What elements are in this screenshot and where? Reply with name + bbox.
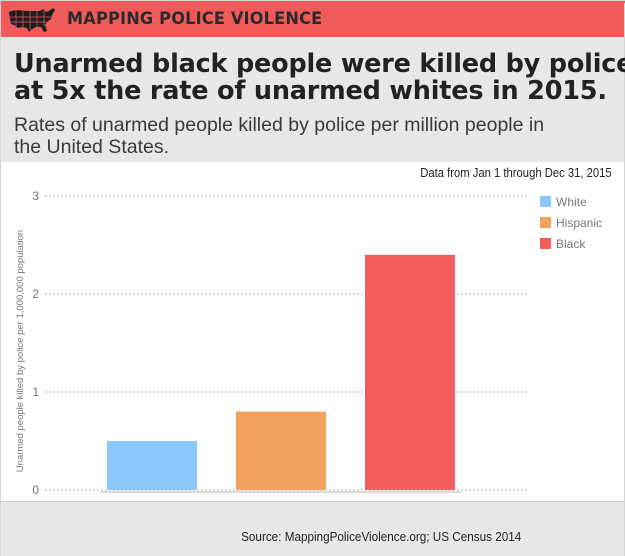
subheading-line: Rates of unarmed people killed by police… (14, 114, 545, 136)
legend-swatch-black (540, 238, 551, 249)
y-tick-label: 0 (32, 483, 39, 497)
y-axis-label: Unarmed people killed by police per 1,00… (15, 230, 26, 472)
top-accent-rule (1, 1, 625, 3)
legend-label: White (556, 195, 587, 209)
brand-banner: MAPPING POLICE VIOLENCE (1, 3, 624, 37)
source-credit: Source: MappingPoliceViolence.org; US Ce… (240, 529, 521, 544)
subheading: Rates of unarmed people killed by police… (14, 114, 614, 158)
header-panel: Unarmed black people were killed by poli… (1, 37, 625, 162)
subheading-line: the United States. (14, 136, 170, 158)
y-tick-label: 1 (32, 385, 39, 399)
y-tick-label: 3 (32, 189, 39, 203)
bar-white (107, 441, 197, 490)
legend-swatch-hispanic (540, 217, 551, 228)
us-map-icon (9, 8, 55, 32)
footer-panel: Source: MappingPoliceViolence.org; US Ce… (1, 501, 624, 556)
legend-swatch-white (540, 196, 551, 207)
bar-chart: 0 1 2 3 Unarmed people killed by police per … (15, 189, 602, 497)
headline-line: at 5x the rate of unarmed whites in 2015… (14, 76, 607, 106)
y-tick-label: 2 (32, 287, 39, 301)
brand-name: MAPPING POLICE VIOLENCE (67, 9, 323, 29)
legend-label: Black (556, 237, 586, 251)
bar-hispanic (236, 411, 326, 490)
date-range-note: Data from Jan 1 through Dec 31, 2015 (420, 166, 612, 180)
bar-black (365, 254, 455, 490)
headline-line: Unarmed black people were killed by poli… (14, 49, 625, 79)
legend-label: Hispanic (556, 216, 602, 230)
headline: Unarmed black people were killed by poli… (14, 49, 625, 106)
